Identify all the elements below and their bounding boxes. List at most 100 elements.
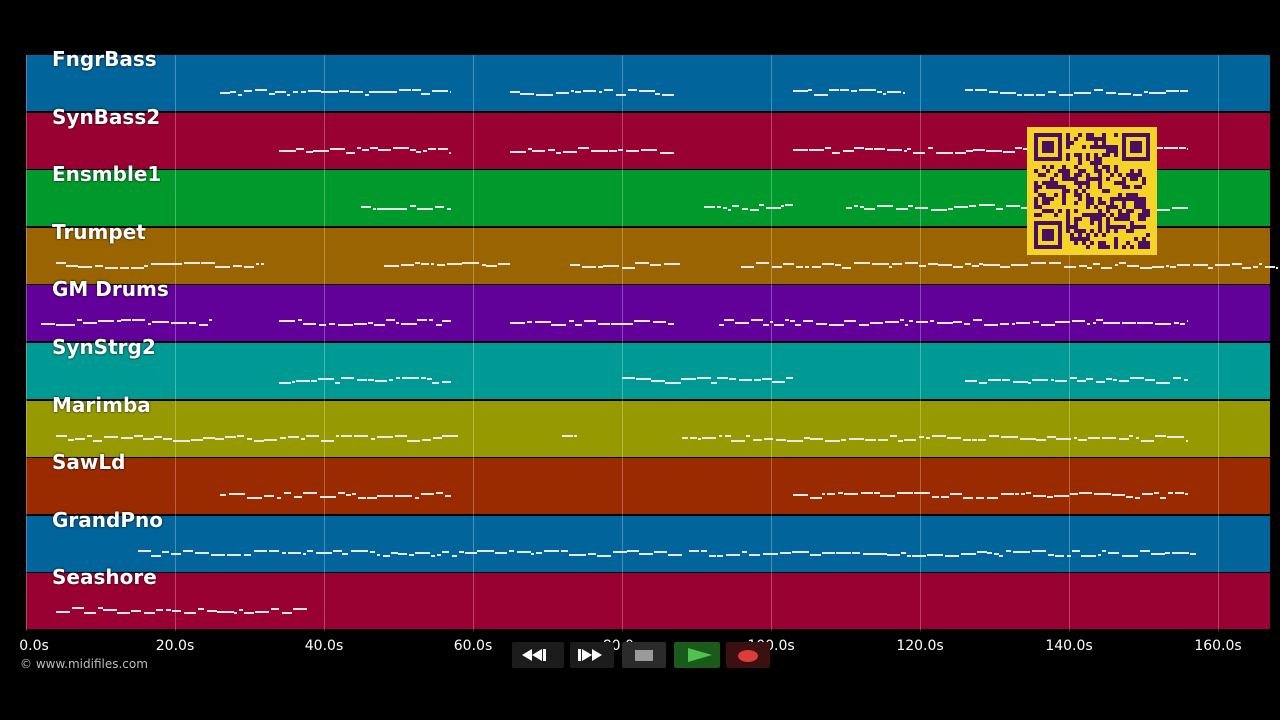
midi-note bbox=[1030, 261, 1047, 264]
track-gm-drums[interactable]: GM Drums bbox=[26, 277, 1270, 342]
play-button[interactable] bbox=[674, 642, 720, 668]
midi-note bbox=[1055, 321, 1070, 324]
midi-note bbox=[281, 551, 286, 554]
midi-note bbox=[725, 553, 735, 556]
midi-note bbox=[570, 90, 574, 92]
rewind-button[interactable] bbox=[512, 642, 564, 668]
midi-note bbox=[1092, 262, 1101, 265]
midi-note bbox=[928, 262, 938, 265]
midi-note bbox=[1056, 437, 1071, 440]
midi-note bbox=[426, 378, 432, 380]
midi-note bbox=[872, 262, 889, 265]
midi-note bbox=[435, 206, 445, 209]
midi-note bbox=[952, 321, 963, 324]
midi-note bbox=[1103, 322, 1121, 325]
midi-note bbox=[835, 263, 841, 266]
midi-note bbox=[446, 208, 451, 211]
midi-note bbox=[874, 492, 880, 495]
midi-note bbox=[1165, 264, 1170, 267]
midi-note bbox=[960, 552, 977, 555]
record-button[interactable] bbox=[726, 642, 770, 668]
midi-note bbox=[828, 89, 839, 91]
midi-note bbox=[302, 552, 306, 555]
midi-note bbox=[1006, 205, 1020, 208]
midi-note bbox=[55, 611, 70, 614]
midi-note bbox=[1011, 323, 1015, 326]
midi-note bbox=[1096, 319, 1103, 322]
midi-note bbox=[297, 319, 303, 322]
midi-note bbox=[988, 379, 1002, 381]
midi-note bbox=[604, 89, 614, 91]
midi-note bbox=[350, 377, 354, 379]
midi-note bbox=[663, 262, 675, 265]
track-marimba[interactable]: Marimba bbox=[26, 393, 1270, 457]
midi-note bbox=[1154, 492, 1160, 495]
midi-note bbox=[897, 439, 903, 442]
midi-note bbox=[1087, 266, 1092, 269]
midi-note bbox=[66, 324, 76, 327]
track-label: Seashore bbox=[52, 565, 157, 590]
midi-note bbox=[808, 148, 825, 151]
midi-note bbox=[55, 324, 66, 327]
midi-note bbox=[839, 89, 850, 91]
stop-button[interactable] bbox=[622, 642, 666, 668]
midi-note bbox=[435, 324, 442, 327]
midi-note bbox=[72, 607, 84, 610]
midi-note bbox=[810, 437, 823, 440]
midi-note bbox=[356, 379, 367, 381]
midi-note bbox=[527, 93, 534, 95]
midi-note bbox=[931, 496, 939, 499]
midi-note bbox=[1097, 553, 1102, 556]
track-seashore[interactable]: Seashore bbox=[26, 565, 1270, 630]
midi-note bbox=[77, 319, 82, 322]
midi-note bbox=[962, 438, 972, 441]
track-synstrg2[interactable]: SynStrg2 bbox=[26, 335, 1270, 399]
midi-note bbox=[1163, 146, 1178, 149]
midi-note bbox=[1135, 436, 1139, 439]
midi-note bbox=[972, 264, 979, 267]
midi-note bbox=[983, 324, 998, 327]
rewind-icon bbox=[522, 649, 546, 661]
midi-note bbox=[734, 322, 750, 325]
midi-note bbox=[975, 89, 980, 91]
midi-note bbox=[451, 554, 457, 557]
midi-note bbox=[1160, 497, 1166, 500]
track-sawld[interactable]: SawLd bbox=[26, 450, 1270, 515]
midi-note bbox=[341, 434, 353, 437]
midi-note bbox=[865, 147, 873, 150]
midi-note bbox=[171, 552, 182, 555]
fast-forward-button[interactable] bbox=[570, 642, 614, 668]
midi-note bbox=[804, 436, 810, 439]
midi-note bbox=[228, 493, 245, 496]
midi-note bbox=[901, 551, 907, 554]
midi-note bbox=[1002, 150, 1016, 153]
midi-note bbox=[1016, 94, 1022, 96]
midi-note bbox=[254, 439, 264, 442]
midi-note bbox=[979, 382, 988, 384]
midi-note bbox=[1152, 265, 1165, 268]
midi-note bbox=[556, 151, 562, 154]
midi-note bbox=[166, 609, 172, 612]
play-icon bbox=[688, 648, 712, 662]
midi-note bbox=[1005, 549, 1011, 552]
midi-note bbox=[926, 436, 930, 439]
gridline bbox=[324, 55, 325, 631]
midi-note bbox=[822, 551, 835, 554]
midi-note bbox=[859, 324, 869, 327]
track-grandpno[interactable]: GrandPno bbox=[26, 508, 1270, 572]
midi-note bbox=[793, 494, 808, 497]
midi-note bbox=[1021, 493, 1025, 496]
midi-note bbox=[191, 438, 203, 441]
midi-note bbox=[306, 549, 314, 552]
midi-note bbox=[527, 321, 532, 324]
midi-note bbox=[249, 265, 254, 268]
midi-note bbox=[1172, 377, 1181, 379]
midi-note bbox=[739, 379, 752, 381]
midi-note bbox=[989, 434, 999, 437]
midi-note bbox=[400, 263, 415, 266]
midi-note bbox=[420, 377, 427, 379]
midi-note bbox=[625, 149, 639, 152]
midi-note bbox=[724, 434, 732, 437]
midi-note bbox=[573, 434, 578, 437]
track-fngrbass[interactable]: FngrBass bbox=[26, 47, 1270, 111]
